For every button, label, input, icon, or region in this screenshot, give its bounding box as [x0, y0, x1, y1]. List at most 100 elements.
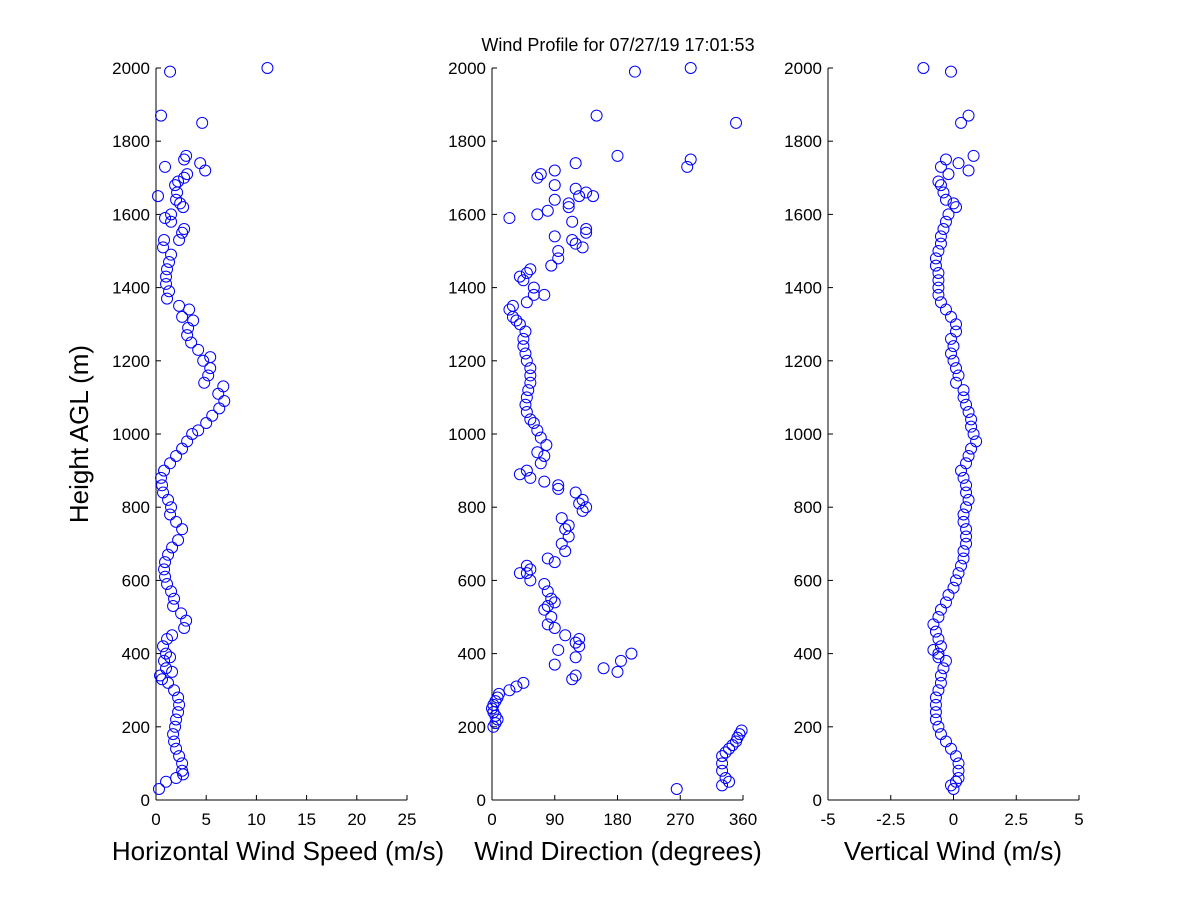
data-point	[524, 574, 537, 587]
data-point	[960, 501, 973, 514]
x-tick-label: 2.5	[1004, 810, 1028, 829]
data-point	[957, 552, 970, 565]
data-point	[261, 62, 274, 74]
y-tick-label: 600	[794, 571, 822, 590]
data-point	[719, 772, 732, 785]
data-point	[503, 684, 516, 697]
y-tick-label: 1200	[112, 352, 150, 371]
data-point	[164, 508, 177, 521]
data-point	[576, 493, 589, 506]
x-tick-label: 180	[603, 810, 631, 829]
data-point	[939, 596, 952, 609]
data-point	[170, 713, 183, 726]
data-point	[194, 157, 207, 170]
data-point	[170, 742, 183, 755]
data-point	[506, 299, 519, 312]
data-point	[165, 215, 178, 228]
x-tick-label: 5	[201, 810, 210, 829]
data-point	[947, 197, 960, 210]
data-point	[527, 417, 540, 430]
y-tick-label: 400	[794, 645, 822, 664]
data-point	[162, 493, 175, 506]
data-point	[939, 153, 952, 166]
data-point	[932, 720, 945, 733]
data-point	[929, 698, 942, 711]
x-tick-label: 360	[729, 810, 757, 829]
data-point	[684, 153, 697, 166]
data-point	[538, 288, 551, 301]
data-point	[950, 574, 963, 587]
y-axis-label: Height AGL (m)	[64, 345, 94, 523]
data-point	[562, 201, 575, 214]
data-point	[562, 197, 575, 210]
data-point	[186, 428, 199, 440]
data-point	[552, 643, 565, 656]
data-point	[517, 332, 530, 345]
y-tick-label: 2000	[784, 59, 822, 78]
data-point	[160, 647, 173, 660]
data-point	[520, 464, 533, 477]
y-tick-label: 1800	[112, 132, 150, 151]
x-axis-label: Wind Direction (degrees)	[474, 836, 762, 866]
data-point	[957, 515, 970, 528]
x-tick-label: 0	[487, 810, 496, 829]
data-point	[960, 486, 973, 499]
data-point	[503, 303, 516, 316]
data-point	[952, 757, 965, 770]
data-point	[566, 234, 579, 247]
data-point	[952, 764, 965, 777]
data-point	[569, 182, 582, 195]
data-point	[196, 116, 209, 129]
data-point	[937, 186, 950, 199]
data-point	[927, 643, 940, 656]
data-point	[192, 424, 205, 437]
data-point	[176, 764, 189, 777]
data-point	[569, 157, 582, 170]
data-point	[957, 471, 970, 484]
data-point	[187, 314, 200, 327]
data-point	[198, 376, 211, 389]
x-tick-label: -2.5	[876, 810, 905, 829]
data-point	[170, 772, 183, 785]
data-point	[955, 116, 968, 129]
data-point	[178, 171, 191, 184]
data-point	[173, 234, 186, 247]
data-point	[628, 65, 641, 78]
data-point	[965, 420, 978, 433]
data-point	[559, 545, 572, 558]
y-tick-label: 600	[458, 571, 486, 590]
data-point	[153, 783, 166, 796]
data-point	[181, 168, 194, 181]
data-point	[670, 783, 683, 796]
data-point	[159, 212, 172, 225]
data-point	[519, 398, 532, 411]
data-point	[932, 684, 945, 697]
data-point	[159, 160, 172, 173]
data-point	[162, 548, 175, 561]
data-point	[937, 662, 950, 675]
data-point	[168, 735, 181, 748]
data-point	[942, 208, 955, 221]
data-point	[934, 160, 947, 173]
data-point	[569, 651, 582, 664]
data-point	[962, 109, 975, 122]
data-point	[541, 600, 554, 613]
data-point	[176, 523, 189, 536]
data-point	[538, 475, 551, 488]
data-point	[157, 486, 170, 499]
data-point	[180, 614, 193, 627]
data-point	[524, 362, 537, 375]
data-point	[939, 654, 952, 667]
data-point	[611, 149, 624, 162]
data-point	[950, 750, 963, 763]
data-point	[970, 435, 983, 448]
data-point	[217, 380, 230, 393]
data-point	[932, 281, 945, 294]
data-point	[684, 62, 697, 74]
data-point	[552, 245, 565, 257]
data-point	[573, 497, 586, 510]
data-point	[548, 164, 561, 177]
data-point	[723, 775, 736, 788]
data-point	[162, 676, 175, 689]
